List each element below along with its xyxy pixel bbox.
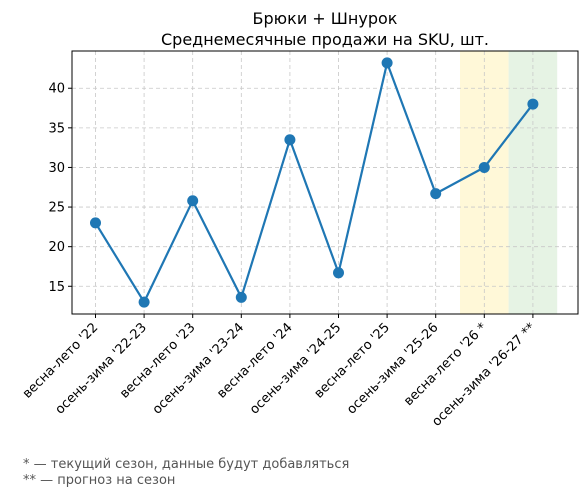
data-point <box>333 267 344 279</box>
data-point <box>430 188 442 200</box>
y-tick-label: 25 <box>48 201 65 216</box>
data-point <box>478 161 490 173</box>
chart-title-line-1: Брюки + Шнурок <box>253 9 398 28</box>
footnote-forecast: ** — прогноз на сезон <box>23 473 176 488</box>
data-point <box>527 98 539 110</box>
x-tick-label: осень-зима '24-25 <box>247 320 344 417</box>
y-tick-label: 15 <box>48 280 65 295</box>
data-point <box>90 217 101 229</box>
data-point <box>187 195 199 207</box>
data-point <box>284 134 296 146</box>
y-tick-label: 30 <box>48 161 65 176</box>
data-point <box>235 291 247 303</box>
data-point <box>381 57 393 69</box>
x-tick-label: осень-зима '23-24 <box>150 320 247 417</box>
x-tick-label: осень-зима '25-26 <box>344 320 441 417</box>
chart-title-line-2: Среднемесячные продажи на SKU, шт. <box>161 30 489 49</box>
x-tick-label: осень-зима '22-23 <box>53 320 150 417</box>
y-tick-label: 20 <box>48 240 65 255</box>
series-line <box>94 61 534 304</box>
x-tick-label: весна-лето '26 * <box>401 320 490 409</box>
y-tick-label: 35 <box>48 121 65 136</box>
data-point <box>138 296 150 308</box>
season-highlight-band <box>460 51 509 314</box>
plot-frame <box>71 50 579 315</box>
y-tick-label: 40 <box>48 82 65 97</box>
footnote-current-season: * — текущий сезон, данные будут добавлят… <box>23 457 350 472</box>
season-highlight-band <box>508 51 558 314</box>
